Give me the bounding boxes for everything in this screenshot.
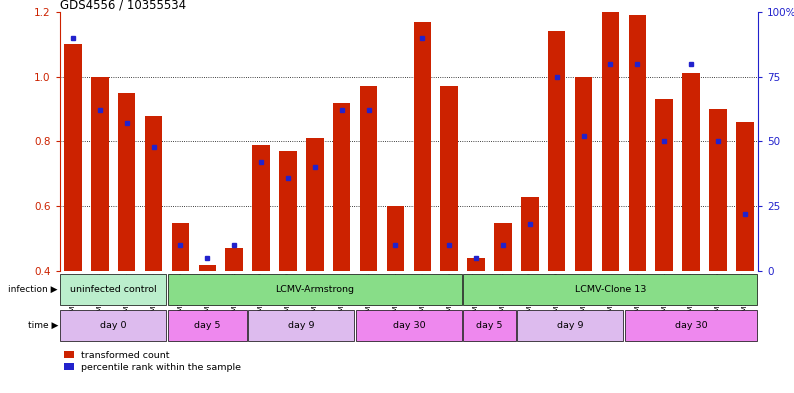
Text: day 9: day 9 [557,321,584,330]
Bar [521,196,538,271]
Bar [145,116,162,271]
Bar [736,122,754,271]
Text: day 9: day 9 [288,321,314,330]
Bar [252,145,270,271]
Text: time ▶: time ▶ [28,321,58,330]
Text: day 30: day 30 [675,321,707,330]
Bar [225,248,243,271]
Bar [118,93,136,271]
Bar [656,99,673,271]
Bar [441,86,458,271]
Text: LCMV-Armstrong: LCMV-Armstrong [276,285,354,294]
Text: day 0: day 0 [100,321,126,330]
Text: LCMV-Clone 13: LCMV-Clone 13 [575,285,646,294]
Bar [172,222,189,271]
Bar [60,274,166,305]
Bar [629,15,646,271]
Bar [602,12,619,271]
Bar [249,310,354,341]
Bar [468,258,485,271]
Bar [360,86,377,271]
Bar [517,310,623,341]
Bar [91,77,109,271]
Bar [387,206,404,271]
Bar [279,151,297,271]
Bar [464,310,515,341]
Bar [306,138,324,271]
Bar [625,310,757,341]
Bar [414,22,431,271]
Text: GDS4556 / 10355534: GDS4556 / 10355534 [60,0,186,12]
Bar [333,103,350,271]
Legend: transformed count, percentile rank within the sample: transformed count, percentile rank withi… [64,351,241,372]
Bar [60,310,166,341]
Text: day 5: day 5 [194,321,221,330]
Text: uninfected control: uninfected control [70,285,156,294]
Bar [682,73,700,271]
Bar [356,310,462,341]
Bar [464,274,757,305]
Bar [548,31,565,271]
Bar [168,310,247,341]
Bar [709,109,727,271]
Bar [575,77,592,271]
Bar [198,264,216,271]
Text: day 30: day 30 [392,321,426,330]
Bar [168,274,462,305]
Text: day 5: day 5 [476,321,503,330]
Text: infection ▶: infection ▶ [9,285,58,294]
Bar [64,44,82,271]
Bar [494,222,511,271]
